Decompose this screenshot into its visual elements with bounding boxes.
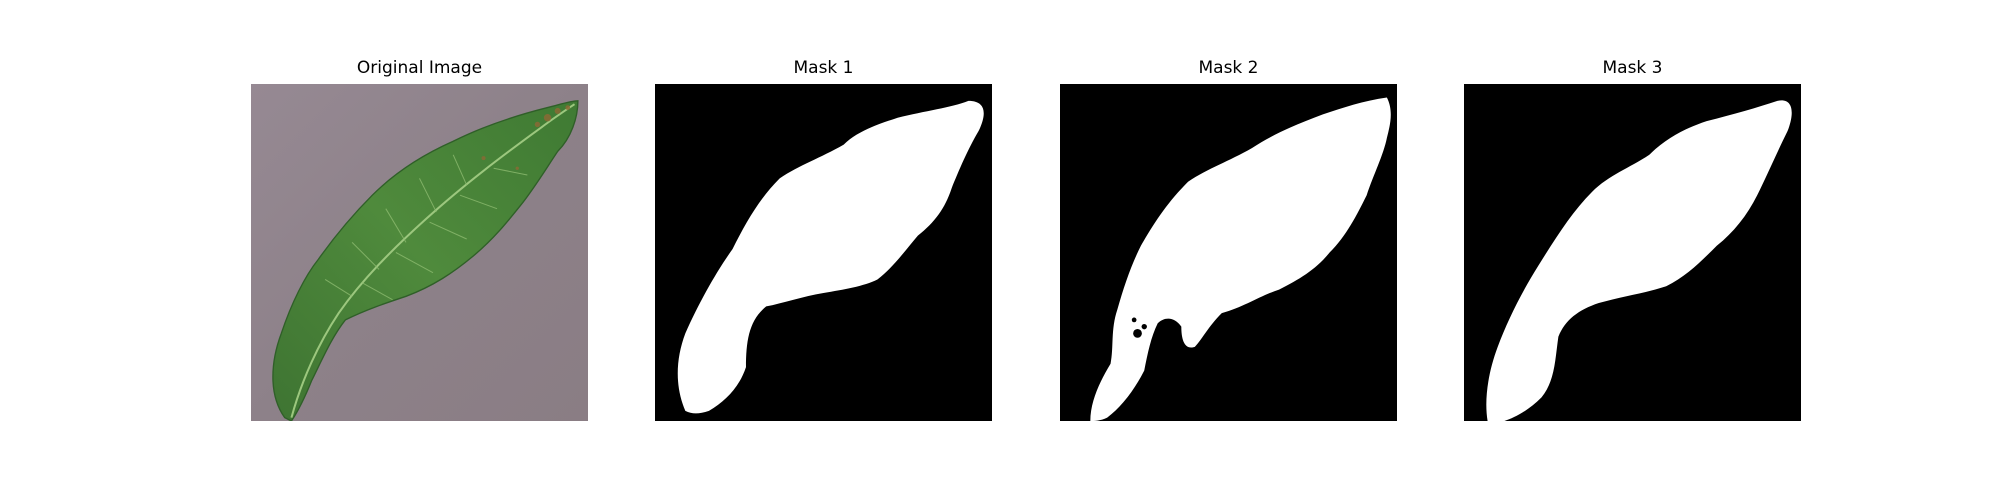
mask-2-noise-specks <box>1131 317 1147 338</box>
leaf-side-veins <box>324 154 528 301</box>
mask-1-image <box>655 84 992 421</box>
mask-1-leaf-region <box>677 100 984 414</box>
leaf-midrib <box>290 103 576 418</box>
mask-3-image <box>1464 84 1801 421</box>
original-leaf-photo <box>251 84 588 421</box>
leaf-shape <box>272 100 579 421</box>
leaf-spots <box>481 105 571 170</box>
mask-2-leaf-region <box>1090 97 1391 421</box>
mask-1-title: Mask 1 <box>793 58 854 78</box>
original-image-title: Original Image <box>356 58 483 78</box>
mask-2-title: Mask 2 <box>1198 58 1259 78</box>
mask-3-leaf-region <box>1486 100 1792 421</box>
mask-3-title: Mask 3 <box>1602 58 1663 78</box>
mask-2-image <box>1060 84 1397 421</box>
